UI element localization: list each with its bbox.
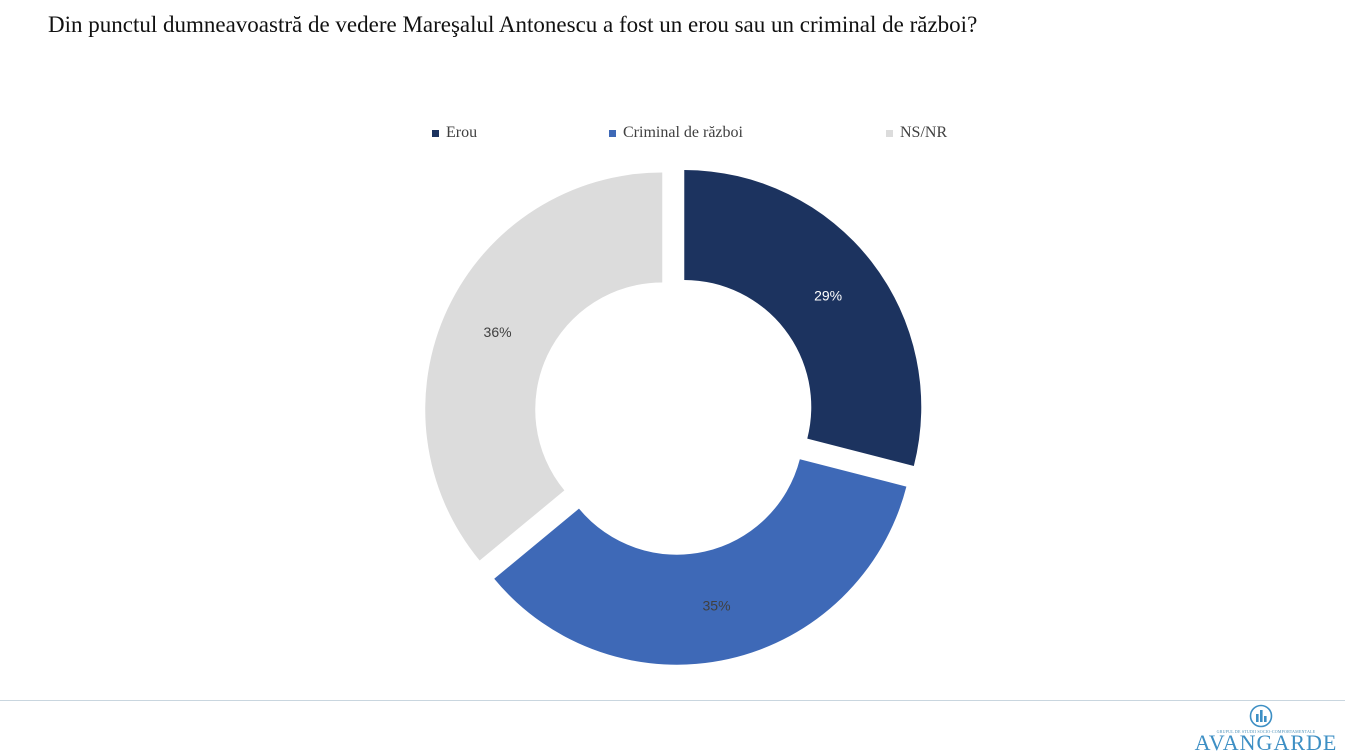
legend-item-ns-nr: NS/NR xyxy=(886,124,947,142)
chart-legend: Erou Criminal de război NS/NR xyxy=(0,124,1345,146)
avangarde-logo: GRUPUL DE STUDII SOCIO-COMPORTAMENTALE A… xyxy=(1191,704,1341,755)
legend-item-criminal-de-razboi: Criminal de război xyxy=(609,124,743,142)
legend-swatch-ns-nr xyxy=(886,129,893,137)
logo-tagline: GRUPUL DE STUDII SOCIO-COMPORTAMENTALE xyxy=(1216,729,1316,734)
logo-mark-icon xyxy=(1249,704,1273,728)
legend-label-ns-nr: NS/NR xyxy=(900,124,948,141)
logo-text: AVANGARDE xyxy=(1194,730,1338,755)
donut-slice-ns-nr xyxy=(425,172,663,561)
donut-slice-criminal-de-razboi xyxy=(494,459,907,665)
data-label-ns-nr: 36% xyxy=(484,324,512,340)
data-label-criminal-de-razboi: 35% xyxy=(703,597,731,613)
footer-divider xyxy=(0,700,1345,701)
legend-item-erou: Erou xyxy=(432,124,477,142)
donut-chart: 29% 35% 36% xyxy=(425,170,922,665)
legend-swatch-criminal-de-razboi xyxy=(609,129,616,137)
donut-slice-erou xyxy=(684,170,922,466)
data-label-erou: 29% xyxy=(814,287,842,303)
legend-label-erou: Erou xyxy=(446,124,478,141)
legend-swatch-erou xyxy=(432,129,439,137)
legend-label-criminal-de-razboi: Criminal de război xyxy=(623,124,743,141)
page-title: Din punctul dumneavoastră de vedere Mare… xyxy=(48,12,978,37)
